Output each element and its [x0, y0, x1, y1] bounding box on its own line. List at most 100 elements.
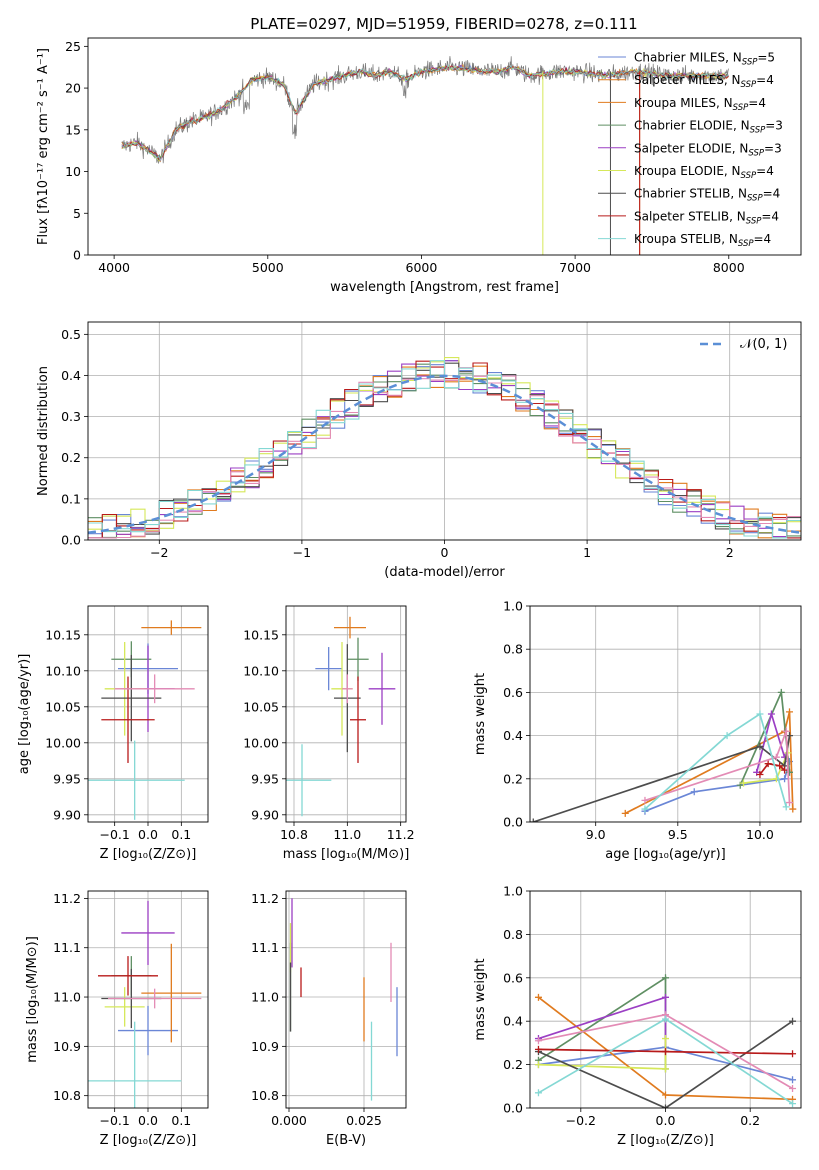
weight-marker-red	[534, 1045, 542, 1053]
legend-label-suffix: =4	[763, 187, 781, 201]
y-tick-label: 10.8	[53, 1088, 81, 1103]
legend-label-text: Kroupa STELIB, N	[634, 232, 738, 246]
x-tick-label: 2	[726, 545, 734, 560]
x-tick-label: 0.000	[271, 1113, 307, 1128]
x-axis-label: mass [log₁₀(M/M⊙)]	[283, 847, 410, 862]
legend-label: Kroupa ELODIE, NSSP=4	[634, 164, 774, 181]
y-tick-label: 0.6	[503, 685, 523, 700]
weight-marker-pink	[789, 1084, 797, 1092]
legend-label-subscript: SSP	[741, 171, 757, 181]
x-tick-label: 0.2	[740, 1113, 760, 1128]
y-axis-label: mass weight	[473, 673, 488, 755]
y-tick-label: 11.2	[53, 891, 81, 906]
x-axis-label: E(B-V)	[326, 1133, 366, 1148]
weight-marker-yellow	[662, 1065, 669, 1073]
x-tick-label: 0.0	[138, 827, 158, 842]
normal-distribution-curve	[88, 374, 801, 535]
weight-marker-purple	[662, 993, 669, 1001]
y-tick-label: 5	[73, 206, 81, 221]
axes-frame	[529, 605, 802, 823]
data-layer	[88, 891, 208, 1108]
data-layer	[88, 322, 801, 540]
y-tick-label: 10.15	[243, 627, 279, 642]
x-tick-label: 7000	[559, 260, 591, 275]
weight-line-pink	[644, 730, 791, 803]
axes-frame	[285, 605, 407, 823]
weight-marker-green	[777, 688, 785, 696]
weight-marker-dark	[789, 1017, 797, 1025]
y-tick-label: 9.95	[251, 771, 279, 786]
weight-marker-green	[662, 974, 669, 982]
x-tick-label: 10.8	[280, 827, 308, 842]
weight-marker-cyan	[662, 1015, 669, 1023]
y-axis-label: age [log₁₀(age/yr)]	[17, 654, 32, 775]
legend-label-subscript: SSP	[741, 80, 757, 90]
y-tick-label: 0	[73, 248, 81, 263]
weight-marker-green	[786, 768, 794, 776]
mass-vs-ebv-plot: 0.000 0.025 10.8 10.9 11.0 11.1 11.2 E(B-V)	[251, 890, 407, 1148]
axes-frame	[87, 37, 802, 256]
spectrum-plot: PLATE=0297, MJD=51959, FIBERID=0278, z=0…	[36, 15, 802, 295]
weight-marker-red	[781, 766, 789, 774]
y-tick-label: 0.6	[503, 970, 523, 985]
y-tick-label: 0.5	[61, 327, 81, 342]
legend-label-text: Salpeter MILES, N	[634, 73, 741, 87]
y-tick-label: 11.2	[251, 891, 279, 906]
y-tick-label: 10.05	[243, 699, 279, 714]
x-tick-label: −0.1	[99, 1113, 129, 1128]
legend-label: Salpeter STELIB, NSSP=4	[634, 209, 779, 226]
legend-label-subscript: SSP	[733, 103, 749, 113]
x-tick-label: 0	[441, 545, 449, 560]
y-tick-label: 0.8	[503, 927, 523, 942]
y-tick-label: 0.8	[503, 642, 523, 657]
histogram-step-cyan	[88, 360, 801, 539]
chart-title: PLATE=0297, MJD=51959, FIBERID=0278, z=0…	[250, 15, 637, 33]
x-tick-label: 9.5	[668, 827, 688, 842]
weight-marker-dark	[662, 1104, 669, 1108]
y-tick-label: 0.0	[61, 533, 81, 548]
residual-histogram-plot: −2 −1 0 1 2 0.0 0.1 0.2 0.3 0.4 0.5 (data-model)/er…	[36, 321, 802, 580]
weight-marker-pink	[641, 796, 649, 804]
x-axis-label: age [log₁₀(age/yr)]	[605, 847, 726, 862]
weight-marker-cyan	[782, 803, 790, 811]
weight-line-orange	[624, 711, 794, 815]
legend-label-text: Kroupa MILES, N	[634, 96, 733, 110]
x-tick-label: −0.2	[566, 1113, 596, 1128]
legend-label-suffix: =4	[754, 232, 772, 246]
weight-marker-red	[662, 1048, 669, 1056]
weight-marker-purple	[767, 710, 775, 718]
model-spectrum-cyan	[121, 64, 729, 162]
x-tick-label: −0.1	[99, 827, 129, 842]
axes-frame	[87, 605, 209, 823]
weight-line-cyan	[644, 712, 788, 810]
y-tick-label: 10.10	[45, 663, 81, 678]
data-layer	[286, 606, 406, 822]
y-tick-label: 0.0	[503, 1101, 523, 1116]
y-tick-label: 10.10	[243, 663, 279, 678]
weight-marker-blue	[690, 788, 698, 796]
x-tick-label: 5000	[252, 260, 284, 275]
y-tick-label: 25	[65, 39, 81, 54]
y-tick-label: 0.2	[61, 450, 81, 465]
legend-label-subscript: SSP	[748, 148, 764, 158]
weight-marker-red	[789, 1050, 797, 1058]
weight-marker-yellow	[534, 1061, 542, 1069]
y-tick-label: 0.4	[503, 728, 523, 743]
x-tick-label: 10.0	[746, 827, 774, 842]
y-tick-label: 10.8	[251, 1088, 279, 1103]
weight-marker-orange	[621, 809, 629, 817]
legend-label-text: Chabrier STELIB, N	[634, 187, 747, 201]
x-tick-label: 8000	[713, 260, 745, 275]
y-tick-label: 10.9	[53, 1039, 81, 1054]
y-tick-label: 11.1	[251, 940, 279, 955]
legend-label-text: Chabrier ELODIE, N	[634, 119, 750, 133]
y-tick-label: 10.00	[243, 735, 279, 750]
y-axis-label: mass weight	[473, 958, 488, 1040]
weight-marker-blue	[789, 1076, 797, 1084]
weight-marker-red	[776, 762, 784, 770]
y-tick-label: 10.00	[45, 735, 81, 750]
weight-marker-orange	[534, 993, 542, 1001]
data-layer	[530, 891, 801, 1108]
